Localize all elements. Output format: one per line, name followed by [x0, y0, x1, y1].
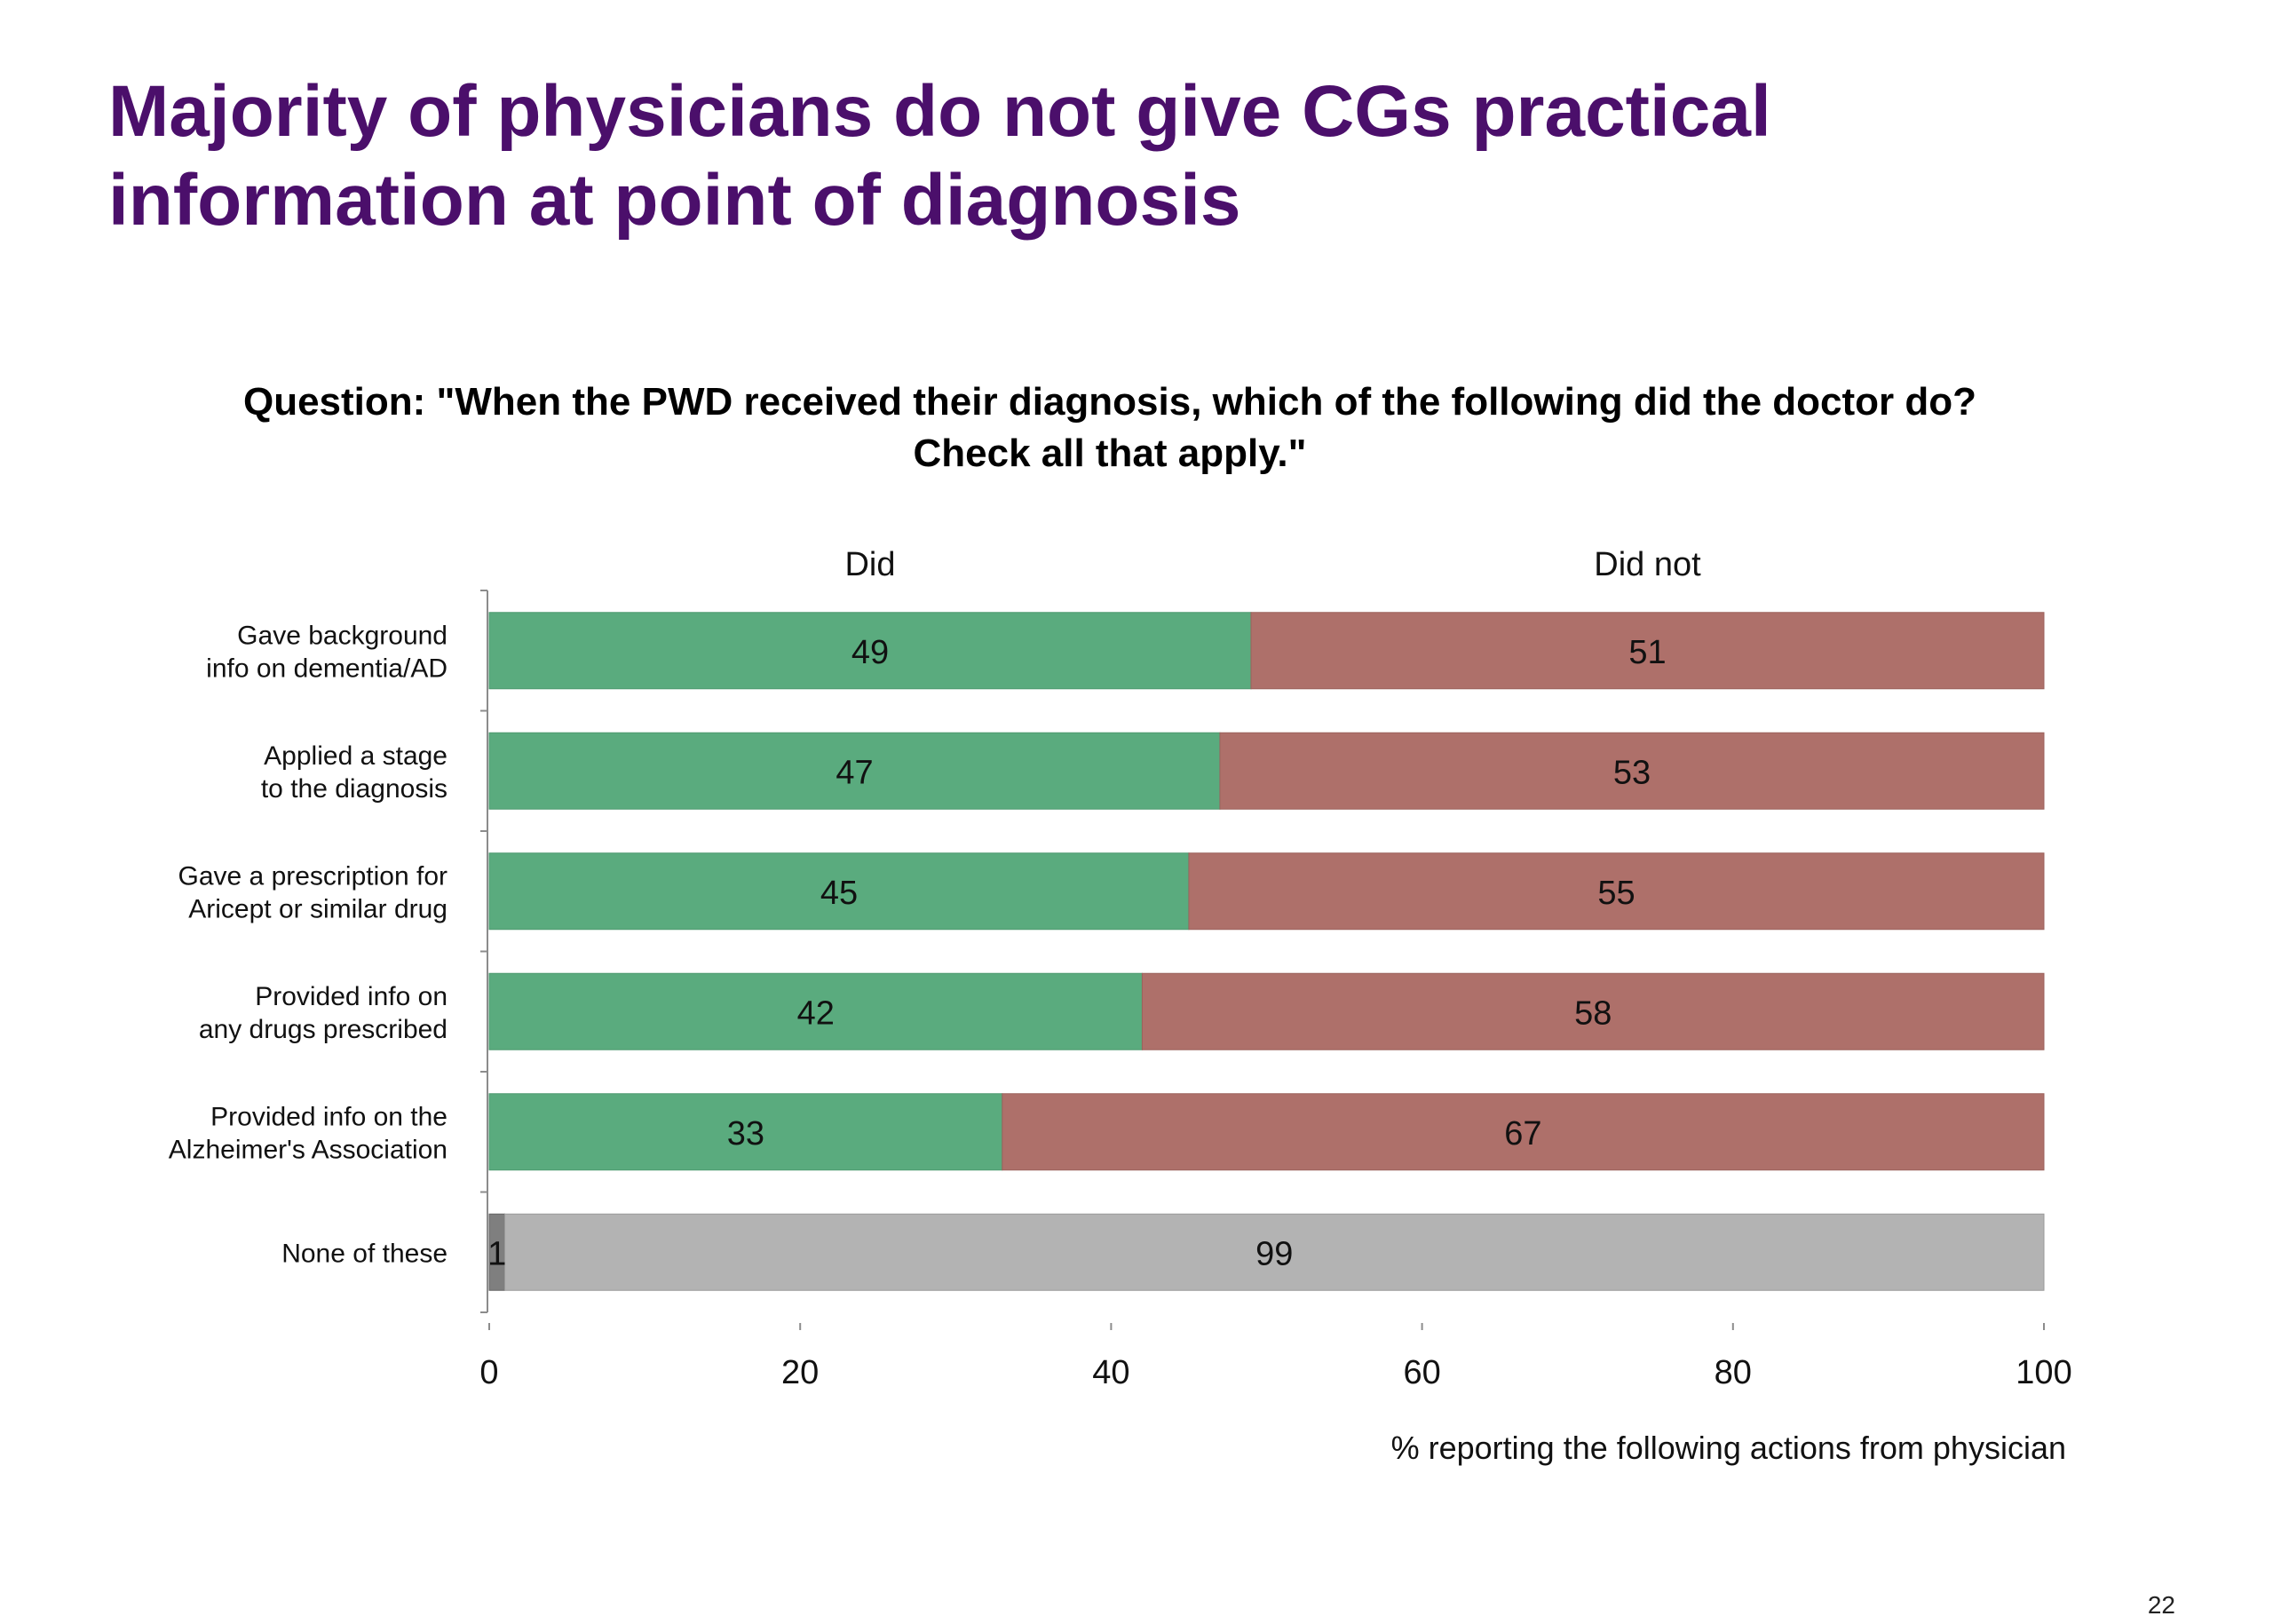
legend-did: Did — [844, 546, 895, 583]
bar-did-3 — [488, 972, 1143, 1050]
bar-didnot-5 — [504, 1213, 2045, 1291]
x-axis-title: % reporting the following actions from p… — [1391, 1430, 2066, 1466]
x-tick-label: 60 — [1403, 1354, 1440, 1391]
title-line-1: Majority of physicians do not give CGs p… — [108, 71, 1771, 152]
title-line-2: information at point of diagnosis — [108, 160, 1241, 241]
category-label: Aricept or similar drug — [188, 894, 447, 923]
category-label: Applied a stage — [264, 741, 447, 771]
data-label-did-2: 45 — [820, 875, 858, 912]
bar-did-4 — [488, 1093, 1003, 1171]
data-label-didnot-4: 67 — [1504, 1115, 1541, 1153]
data-label-did-4: 33 — [727, 1115, 764, 1153]
question-text: Question: "When the PWD received their d… — [133, 376, 2087, 479]
category-label: to the diagnosis — [261, 774, 447, 804]
data-label-did-3: 42 — [797, 994, 835, 1032]
question-line-2: Check all that apply." — [913, 432, 1307, 475]
legend-did-not: Did not — [1594, 546, 1701, 583]
category-label: None of these — [281, 1239, 447, 1268]
category-label: any drugs prescribed — [199, 1015, 447, 1044]
x-tick-label: 100 — [2016, 1354, 2071, 1391]
bar-didnot-1 — [1219, 732, 2045, 810]
x-tick-label: 20 — [781, 1354, 819, 1391]
data-label-did-1: 47 — [836, 754, 873, 791]
category-label: Provided info on — [255, 982, 447, 1011]
bar-didnot-0 — [1250, 612, 2045, 690]
bar-did-2 — [488, 852, 1190, 931]
data-label-didnot-3: 58 — [1574, 994, 1612, 1032]
x-tick-label: 80 — [1715, 1354, 1752, 1391]
x-tick-label: 40 — [1092, 1354, 1129, 1391]
page-number: 22 — [2147, 1591, 2175, 1619]
bar-did-1 — [488, 732, 1221, 810]
category-label: info on dementia/AD — [206, 654, 447, 683]
category-label: Gave a prescription for — [178, 861, 447, 891]
data-label-didnot-2: 55 — [1597, 875, 1635, 912]
data-label-didnot-5: 99 — [1255, 1235, 1293, 1272]
bar-didnot-4 — [1002, 1093, 2045, 1171]
question-line-1: Question: "When the PWD received their d… — [242, 380, 1976, 424]
category-label: Provided info on the — [210, 1102, 447, 1131]
bar-didnot-2 — [1188, 852, 2045, 931]
x-tick-label: 0 — [479, 1354, 498, 1391]
bar-didnot-3 — [1141, 972, 2045, 1050]
data-label-didnot-1: 53 — [1613, 754, 1651, 791]
category-label: Gave background — [237, 621, 447, 650]
bar-did-0 — [488, 612, 1252, 690]
data-label-did-5: 1 — [487, 1235, 506, 1272]
data-label-did-0: 49 — [851, 634, 889, 671]
slide-title: Majority of physicians do not give CGs p… — [108, 67, 2150, 245]
category-label: Alzheimer's Association — [169, 1135, 447, 1164]
data-label-didnot-0: 51 — [1628, 634, 1666, 671]
